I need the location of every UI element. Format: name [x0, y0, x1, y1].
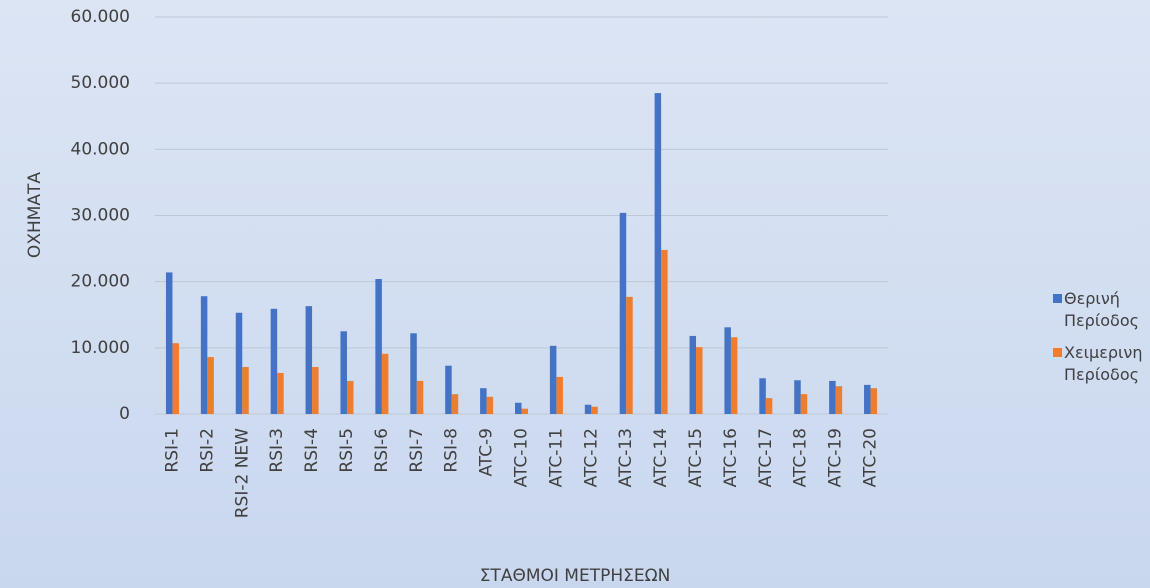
- y-tick-label: 0: [119, 404, 130, 424]
- x-tick-label: RSI-2 NEW: [232, 428, 252, 518]
- bar: [724, 327, 731, 414]
- x-tick-label: ATC-10: [512, 428, 532, 487]
- y-axis-title: ΟΧΗΜΑΤΑ: [25, 172, 45, 258]
- bar: [689, 335, 697, 414]
- bar: [800, 394, 808, 414]
- y-tick-label: 20.000: [71, 272, 130, 292]
- bar: [207, 357, 214, 414]
- bar: [835, 386, 843, 414]
- bar: [486, 396, 494, 414]
- bar: [759, 378, 766, 414]
- bar: [696, 347, 703, 414]
- bar: [445, 365, 452, 414]
- bar: [277, 372, 284, 414]
- bar: [305, 306, 313, 414]
- bar: [312, 367, 319, 414]
- bar: [626, 296, 633, 414]
- bar: [829, 380, 836, 414]
- bar: [619, 212, 627, 414]
- bar: [549, 345, 557, 414]
- x-tick-label: ATC-14: [651, 428, 671, 487]
- bar: [270, 308, 278, 414]
- bar: [794, 380, 801, 414]
- bar: [480, 388, 487, 414]
- x-tick-label: ATC-12: [581, 428, 601, 487]
- bar: [375, 279, 382, 414]
- legend-item: Χειμερινη Περίοδος: [1053, 342, 1150, 386]
- x-tick-label: ATC-16: [721, 428, 741, 487]
- bar: [381, 353, 389, 414]
- x-tick-label: ATC-11: [546, 428, 566, 487]
- x-tick-label: RSI-2: [197, 428, 217, 473]
- x-tick-label: RSI-7: [407, 428, 427, 473]
- bar: [591, 406, 598, 414]
- legend-label: Θερινή Περίοδος: [1064, 289, 1140, 330]
- bar: [521, 408, 528, 414]
- x-tick-label: ATC-13: [616, 428, 636, 487]
- bar: [870, 388, 878, 414]
- y-tick-label: 60.000: [71, 7, 130, 27]
- bar: [515, 402, 522, 414]
- x-tick-label: RSI-4: [302, 428, 322, 473]
- x-tick-label: ATC-18: [791, 428, 811, 487]
- bar: [451, 394, 459, 414]
- bar: [235, 312, 243, 414]
- legend-swatch: [1053, 348, 1062, 357]
- bar: [416, 380, 424, 414]
- bar: [340, 331, 347, 414]
- y-tick-label: 30.000: [71, 206, 130, 226]
- bar: [410, 333, 417, 414]
- bar: [172, 343, 179, 414]
- bar: [200, 296, 208, 414]
- bar: [765, 398, 773, 414]
- x-tick-label: RSI-1: [162, 428, 182, 473]
- y-tick-label: 50.000: [71, 73, 130, 93]
- x-tick-label: RSI-5: [337, 428, 357, 473]
- bar: [661, 249, 668, 414]
- bar: [165, 272, 173, 414]
- x-tick-label: RSI-3: [267, 428, 287, 473]
- bar: [730, 337, 738, 414]
- legend-label: Χειμερινη Περίοδος: [1064, 343, 1143, 384]
- y-tick-label: 10.000: [71, 338, 130, 358]
- x-tick-label: ATC-17: [756, 428, 776, 487]
- x-tick-label: ATC-9: [477, 428, 497, 477]
- x-tick-label: ATC-20: [861, 428, 881, 487]
- bar: [584, 404, 592, 414]
- legend-item: Θερινή Περίοδος: [1053, 288, 1150, 332]
- bar: [864, 384, 871, 414]
- x-tick-label: RSI-6: [372, 428, 392, 473]
- x-axis-title: ΣΤΑΘΜΟΙ ΜΕΤΡΗΣΕΩΝ: [480, 566, 671, 586]
- legend-swatch: [1053, 294, 1062, 303]
- bar: [346, 380, 354, 414]
- x-tick-label: RSI-8: [442, 428, 462, 473]
- bar: [654, 93, 662, 414]
- x-tick-label: ATC-15: [686, 428, 706, 487]
- y-tick-label: 40.000: [71, 139, 130, 159]
- bar: [242, 367, 249, 414]
- x-tick-label: ATC-19: [826, 428, 846, 487]
- bar: [556, 376, 563, 414]
